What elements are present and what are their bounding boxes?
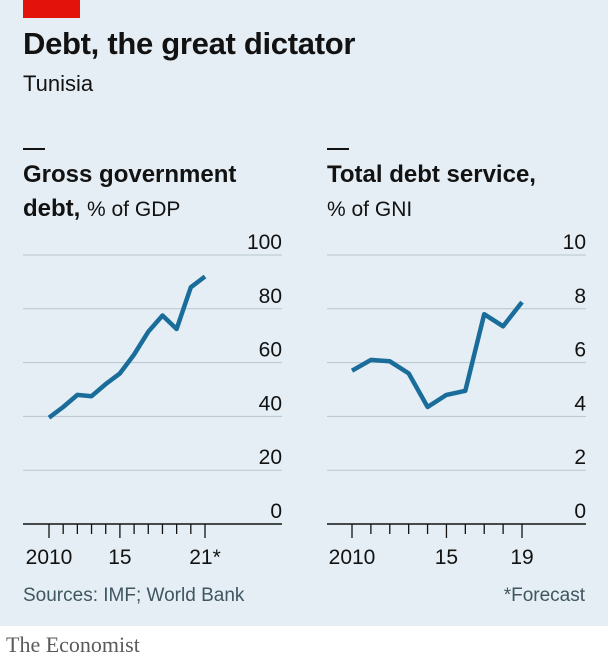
forecast-note: *Forecast <box>503 585 585 606</box>
service-series-line <box>350 300 524 410</box>
panel-title-debt: Gross government debt, % of GDP <box>23 158 236 227</box>
service-ytick-label: 6 <box>574 339 586 362</box>
economist-red-tag <box>23 0 80 18</box>
panel-title-debt-line2: debt, <box>23 195 81 222</box>
debt-ytick-label: 20 <box>259 446 282 469</box>
panel-title-debt-line1: Gross government <box>23 161 237 188</box>
panel-unit-debt: % of GDP <box>87 198 181 221</box>
debt-xtick-label: 2010 <box>26 546 73 569</box>
service-xtick-label: 19 <box>510 546 533 569</box>
service-ytick-label: 10 <box>563 231 586 254</box>
debt-xtick-label: 21* <box>189 546 221 569</box>
panel-rule-left <box>23 148 45 150</box>
debt-xtick-label: 15 <box>108 546 131 569</box>
chart-title: Debt, the great dictator <box>23 26 356 61</box>
debt-ytick-label: 0 <box>270 500 282 523</box>
service-ytick-label: 8 <box>574 285 586 308</box>
service-xtick-label: 15 <box>435 546 458 569</box>
panel-title-service-line1: Total debt service, <box>327 161 536 188</box>
panel-rule-right <box>327 148 349 150</box>
service-ytick-label: 2 <box>574 446 586 469</box>
service-xtick-label: 2010 <box>329 546 376 569</box>
debt-ytick-label: 80 <box>259 285 282 308</box>
debt-ytick-label: 40 <box>259 392 282 415</box>
debt-ytick-label: 60 <box>259 339 282 362</box>
economist-logo: The Economist <box>6 632 140 657</box>
service-ytick-label: 0 <box>574 500 586 523</box>
chart-subtitle: Tunisia <box>23 71 94 96</box>
brand-bar <box>0 626 608 662</box>
service-ytick-label: 4 <box>574 392 586 415</box>
sources-note: Sources: IMF; World Bank <box>23 585 245 606</box>
debt-series-line <box>47 274 207 420</box>
panel-unit-service: % of GNI <box>327 198 413 221</box>
debt-ytick-label: 100 <box>247 231 282 254</box>
panel-title-service: Total debt service, % of GNI <box>327 158 536 227</box>
